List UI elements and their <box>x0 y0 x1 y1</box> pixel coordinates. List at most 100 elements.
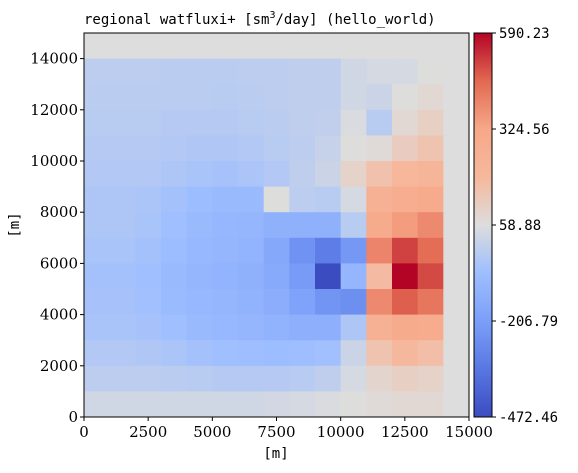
heatmap-cell <box>366 314 393 341</box>
heatmap-cell <box>392 33 419 59</box>
heatmap-cell <box>263 365 290 392</box>
heatmap-cell <box>161 289 188 315</box>
heatmap-cell <box>186 391 213 418</box>
heatmap-cell <box>263 84 290 111</box>
heatmap-cell <box>289 263 316 290</box>
heatmap-cell <box>238 365 265 392</box>
chart-title-tail: /day] (hello_world) <box>275 12 435 28</box>
heatmap-cell <box>443 237 470 264</box>
heatmap-cell <box>212 212 239 239</box>
chart-title-sup: 3 <box>269 10 275 21</box>
x-tick-label: 0 <box>79 423 89 441</box>
heatmap-cell <box>186 237 213 264</box>
heatmap-cell <box>289 340 316 367</box>
colorbar-ticks: -472.46 -206.79 58.88 324.56 590.23 <box>492 26 558 426</box>
x-axis: 0 2500 5000 7500 10000 12500 15000 <box>79 417 493 441</box>
heatmap-cell <box>366 263 393 290</box>
x-tick-label: 5000 <box>193 423 231 441</box>
heatmap-cell <box>238 340 265 367</box>
heatmap-cell <box>366 84 393 111</box>
heatmap-cell <box>315 84 342 111</box>
heatmap-cell <box>109 263 136 290</box>
heatmap-cell <box>212 109 239 136</box>
heatmap-cell <box>289 391 316 418</box>
heatmap-cell <box>238 391 265 418</box>
heatmap-cell <box>289 212 316 239</box>
heatmap-cell <box>161 161 188 187</box>
heatmap-cell <box>161 186 188 213</box>
heatmap-cell <box>135 314 162 341</box>
heatmap-cell <box>135 365 162 392</box>
heatmap-cells <box>84 33 470 418</box>
heatmap-cell <box>263 237 290 264</box>
heatmap-cell <box>289 365 316 392</box>
heatmap-cell <box>161 33 188 59</box>
heatmap-cell <box>289 289 316 315</box>
heatmap-cell <box>84 135 111 162</box>
heatmap-cell <box>417 33 444 59</box>
heatmap-cell <box>212 186 239 213</box>
heatmap-cell <box>84 161 111 187</box>
colorbar-tick-label: 324.56 <box>499 122 550 138</box>
heatmap-cell <box>186 161 213 187</box>
heatmap-cell <box>161 391 188 418</box>
heatmap-cell <box>417 212 444 239</box>
heatmap-cell <box>443 161 470 187</box>
heatmap-cell <box>392 365 419 392</box>
heatmap-cell <box>161 314 188 341</box>
heatmap-cell <box>443 135 470 162</box>
heatmap-cell <box>238 212 265 239</box>
heatmap-cell <box>443 33 470 59</box>
heatmap-cell <box>109 58 136 85</box>
heatmap-cell <box>186 340 213 367</box>
heatmap-cell <box>315 237 342 264</box>
heatmap-cell <box>366 33 393 59</box>
colorbar-tick-label: 590.23 <box>499 26 550 42</box>
heatmap-cell <box>392 186 419 213</box>
heatmap-cell <box>263 161 290 187</box>
heatmap-cell <box>289 186 316 213</box>
heatmap-cell <box>417 84 444 111</box>
heatmap-cell <box>443 109 470 136</box>
heatmap-cell <box>340 314 367 341</box>
heatmap-cell <box>315 340 342 367</box>
heatmap-cell <box>161 263 188 290</box>
heatmap-cell <box>315 186 342 213</box>
heatmap-cell <box>366 365 393 392</box>
heatmap-cell <box>84 365 111 392</box>
heatmap-cell <box>238 109 265 136</box>
heatmap-cell <box>340 186 367 213</box>
heatmap-cell <box>315 161 342 187</box>
heatmap-cell <box>84 237 111 264</box>
heatmap-cell <box>161 84 188 111</box>
y-axis: 0 2000 4000 6000 8000 10000 12000 14000 <box>30 50 84 426</box>
y-tick-label: 4000 <box>40 306 78 324</box>
heatmap-cell <box>392 314 419 341</box>
heatmap-cell <box>443 84 470 111</box>
heatmap-cell <box>392 161 419 187</box>
heatmap-cell <box>263 289 290 315</box>
heatmap-cell <box>392 135 419 162</box>
heatmap-cell <box>417 391 444 418</box>
heatmap-cell <box>443 289 470 315</box>
heatmap-cell <box>109 365 136 392</box>
heatmap-cell <box>392 58 419 85</box>
heatmap-cell <box>135 391 162 418</box>
heatmap-cell <box>289 135 316 162</box>
heatmap-cell <box>238 58 265 85</box>
heatmap-cell <box>392 84 419 111</box>
colorbar <box>473 32 493 418</box>
heatmap-cell <box>84 109 111 136</box>
heatmap-cell <box>212 340 239 367</box>
heatmap-cell <box>366 212 393 239</box>
heatmap-cell <box>340 84 367 111</box>
heatmap-cell <box>161 340 188 367</box>
heatmap-cell <box>238 263 265 290</box>
heatmap-cell <box>315 58 342 85</box>
heatmap-cell <box>212 365 239 392</box>
heatmap-cell <box>161 58 188 85</box>
heatmap-cell <box>392 237 419 264</box>
heatmap-cell <box>315 391 342 418</box>
heatmap-cell <box>366 58 393 85</box>
